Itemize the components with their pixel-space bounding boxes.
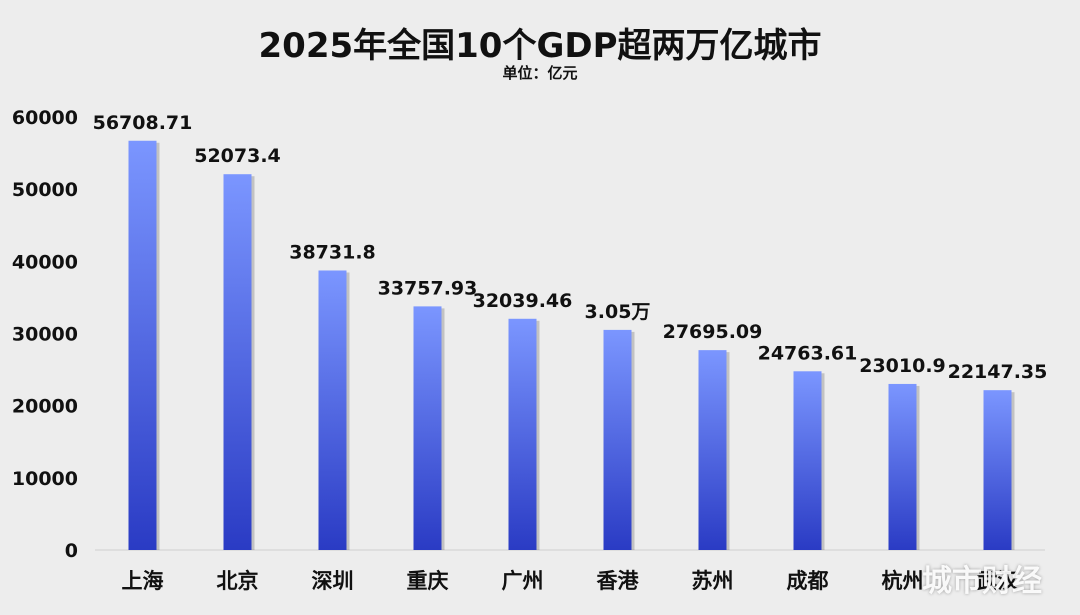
chart-unit: 单位：亿元: [502, 64, 578, 82]
y-tick-label: 40000: [12, 251, 78, 273]
data-label: 52073.4: [194, 145, 281, 167]
category-label: 苏州: [692, 569, 734, 593]
y-tick-label: 60000: [12, 107, 78, 129]
category-label: 北京: [217, 569, 259, 593]
category-label: 杭州: [882, 569, 924, 593]
data-label: 38731.8: [289, 241, 376, 263]
bar: [128, 140, 157, 550]
bar: [698, 350, 727, 550]
data-label: 22147.35: [948, 361, 1048, 383]
watermark: 城市财经: [922, 564, 1042, 599]
data-label: 33757.93: [378, 277, 478, 299]
data-label: 27695.09: [663, 321, 763, 343]
y-tick-label: 30000: [12, 324, 78, 346]
bar: [508, 318, 537, 550]
bar: [793, 371, 822, 550]
data-label: 56708.71: [93, 112, 193, 134]
data-label: 24763.61: [758, 342, 858, 364]
category-label: 广州: [502, 569, 544, 593]
category-label: 武汉: [977, 569, 1020, 593]
category-label: 重庆: [407, 569, 449, 593]
data-label: 23010.9: [859, 355, 946, 377]
bar: [983, 390, 1012, 550]
bar: [603, 329, 632, 550]
y-tick-label: 20000: [12, 396, 78, 418]
category-label: 香港: [597, 569, 640, 593]
data-label: 32039.46: [473, 290, 573, 312]
category-label: 成都: [787, 569, 829, 593]
y-tick-label: 10000: [12, 468, 78, 490]
chart-title: 2025年全国10个GDP超两万亿城市: [258, 26, 822, 66]
y-tick-label: 0: [65, 540, 78, 562]
bar: [888, 383, 917, 550]
data-label: 3.05万: [585, 301, 651, 323]
bar: [318, 270, 347, 550]
bar: [413, 306, 442, 550]
bar: [223, 174, 252, 551]
y-tick-label: 50000: [12, 179, 78, 201]
category-label: 上海: [122, 569, 164, 593]
category-label: 深圳: [312, 569, 354, 593]
